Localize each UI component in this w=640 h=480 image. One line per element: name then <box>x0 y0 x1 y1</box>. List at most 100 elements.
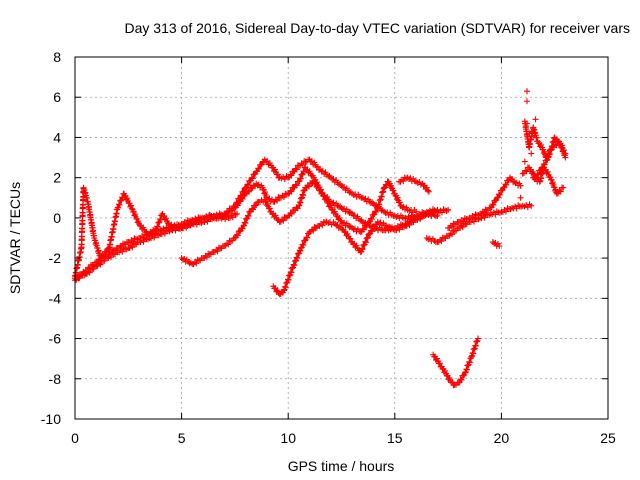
data-point <box>490 201 497 208</box>
data-point <box>246 188 253 195</box>
data-point <box>187 222 194 229</box>
data-point <box>388 182 395 189</box>
data-point <box>326 202 333 209</box>
data-point <box>181 255 188 262</box>
data-point <box>503 181 510 188</box>
data-point <box>266 195 273 202</box>
data-point <box>293 166 300 173</box>
data-point <box>460 218 467 225</box>
data-point <box>394 194 401 201</box>
data-point <box>300 242 307 249</box>
data-point <box>369 199 376 206</box>
data-point <box>275 194 282 201</box>
y-tick-label: -4 <box>49 290 62 306</box>
data-point <box>293 254 300 261</box>
data-point <box>129 238 136 245</box>
data-point <box>286 272 293 279</box>
data-point <box>223 240 230 247</box>
data-point <box>233 231 240 238</box>
data-point <box>463 366 470 373</box>
data-point <box>203 254 210 261</box>
data-point <box>347 235 354 242</box>
data-point <box>292 165 299 172</box>
data-point <box>495 191 502 198</box>
data-point <box>474 335 481 342</box>
data-point <box>362 238 369 245</box>
data-point <box>423 184 430 191</box>
data-point <box>194 256 201 263</box>
data-point <box>231 235 238 241</box>
data-point <box>165 220 172 227</box>
data-point <box>255 181 262 188</box>
data-point <box>466 358 473 365</box>
data-point <box>368 216 375 223</box>
data-point <box>463 366 470 373</box>
data-point <box>306 168 313 175</box>
data-point <box>118 244 125 251</box>
data-point <box>528 202 535 209</box>
data-point <box>168 221 175 228</box>
data-point <box>304 234 311 241</box>
data-point <box>103 248 110 255</box>
data-point <box>280 287 287 294</box>
data-point <box>75 275 82 282</box>
data-point <box>494 194 501 201</box>
data-point <box>364 234 371 241</box>
data-point <box>457 376 464 383</box>
data-point <box>526 130 533 137</box>
data-point <box>406 222 413 229</box>
data-point <box>266 205 273 212</box>
data-point <box>299 161 306 168</box>
data-point <box>396 199 403 206</box>
data-point <box>359 246 366 253</box>
y-axis-label: SDTVAR / TECUs <box>7 182 23 294</box>
data-point <box>163 215 170 222</box>
x-tick-label: 20 <box>494 430 510 446</box>
y-tick-label: -6 <box>49 331 62 347</box>
data-point <box>434 206 441 213</box>
data-point <box>538 141 545 148</box>
data-point <box>367 200 374 207</box>
data-point <box>562 154 569 161</box>
data-point <box>214 248 221 255</box>
x-tick-label: 5 <box>178 430 186 446</box>
data-point <box>86 265 93 272</box>
data-point <box>449 231 456 238</box>
data-point <box>116 202 123 209</box>
data-point <box>250 206 257 213</box>
data-point <box>225 241 232 248</box>
data-point <box>245 213 252 220</box>
data-point <box>242 220 249 227</box>
data-point <box>341 184 348 191</box>
data-point <box>556 187 563 194</box>
data-point <box>274 287 281 294</box>
data-point <box>288 172 295 179</box>
data-point <box>481 214 488 221</box>
data-point <box>172 224 179 231</box>
data-point <box>552 186 559 193</box>
data-point <box>351 212 358 219</box>
data-point <box>449 224 456 231</box>
data-point <box>481 210 488 217</box>
data-point <box>314 182 321 189</box>
data-point <box>347 209 354 216</box>
data-point <box>285 276 292 283</box>
data-point <box>107 250 114 257</box>
data-point <box>234 210 241 217</box>
data-point <box>541 148 548 155</box>
data-point <box>317 187 324 194</box>
data-point <box>459 224 466 231</box>
data-point <box>239 225 246 232</box>
data-point <box>330 175 337 182</box>
data-point <box>242 184 249 191</box>
data-point <box>280 217 287 224</box>
data-point <box>186 260 193 267</box>
data-point <box>532 116 539 123</box>
data-point <box>232 211 239 218</box>
data-point <box>557 188 564 195</box>
data-point <box>390 226 397 233</box>
data-point <box>386 223 393 230</box>
data-point <box>288 210 295 217</box>
data-point <box>528 150 535 157</box>
